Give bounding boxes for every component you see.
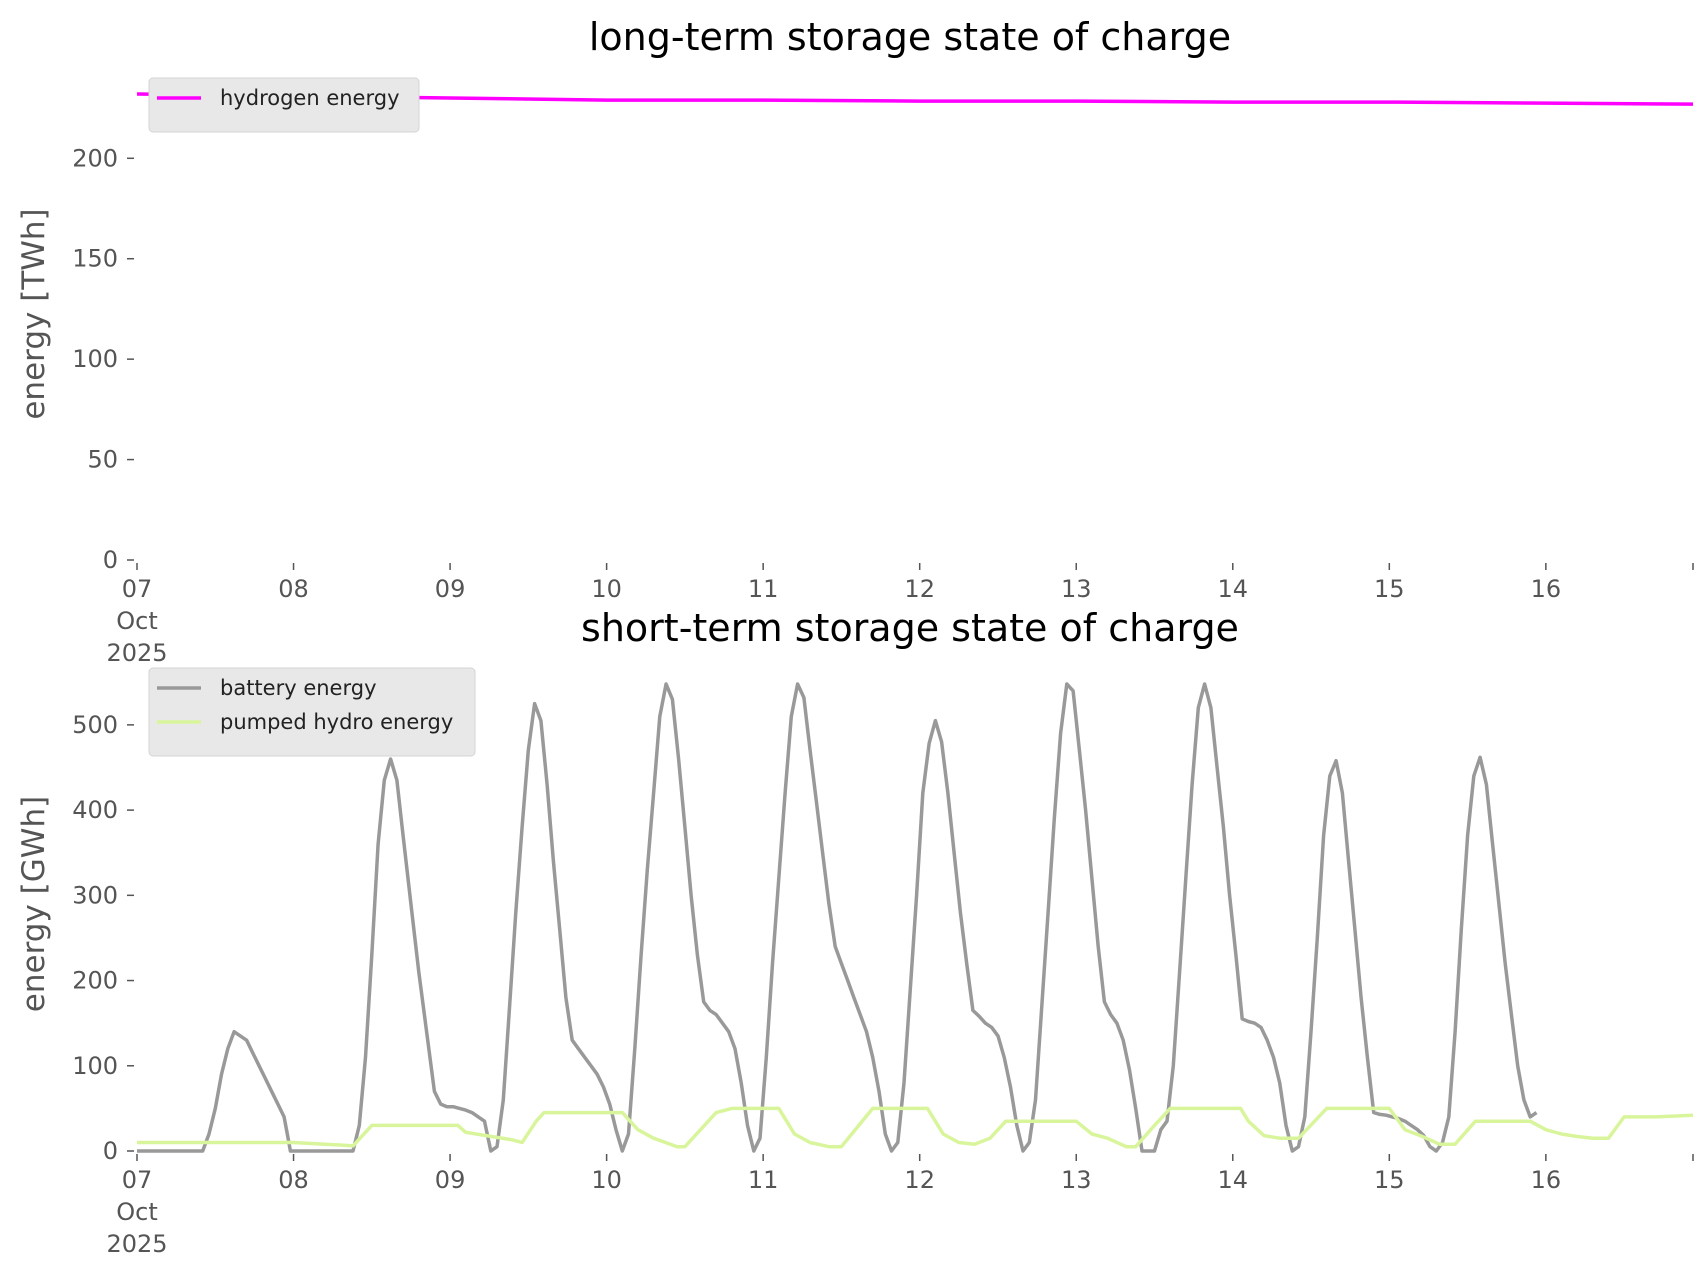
x-tick-label: 11 [748,1166,779,1194]
x-tick-label: 07 Oct 2025 [106,1166,167,1258]
legend: battery energy pumped hydro energy [148,667,476,757]
y-tick-label: 100 [72,345,118,373]
x-tick-label: 10 [591,575,622,603]
x-tick-label: 08 [278,1166,309,1194]
chart-title: long-term storage state of charge [589,15,1231,59]
x-tick-label: 12 [904,575,935,603]
x-tick-label: 12 [904,1166,935,1194]
legend-label: hydrogen energy [220,86,400,110]
x-tick-label: 10 [591,1166,622,1194]
legend-label: pumped hydro energy [220,710,453,734]
y-ticks: 0 100 200 300 400 500 [72,711,134,1165]
y-tick-label: 0 [103,1137,118,1165]
legend-box [148,667,476,757]
y-axis-label: energy [TWh] [16,208,52,419]
x-tick-label: 15 [1374,575,1405,603]
x-tick-label: 09 [435,1166,466,1194]
y-tick-label: 200 [72,967,118,995]
y-ticks: 0 50 100 150 200 [72,144,134,574]
y-tick-label: 50 [87,446,118,474]
x-tick-label: 14 [1218,1166,1249,1194]
short-term-storage-panel: short-term storage state of charge energ… [16,606,1694,1258]
x-ticks: 07 Oct 2025 08 09 10 11 12 13 14 15 16 [106,563,1694,667]
x-tick-label: 16 [1531,1166,1562,1194]
long-term-storage-panel: long-term storage state of charge energy… [16,15,1694,667]
y-tick-label: 400 [72,796,118,824]
y-tick-label: 200 [72,144,118,172]
y-tick-label: 300 [72,881,118,909]
x-tick-label: 14 [1218,575,1249,603]
y-tick-label: 500 [72,711,118,739]
x-tick-label: 11 [748,575,779,603]
legend-box [148,77,420,133]
chart-title: short-term storage state of charge [581,606,1239,650]
series-lines [137,682,1694,1153]
x-tick-label: 08 [278,575,309,603]
x-tick-label: 13 [1061,575,1092,603]
series-line [137,1106,1694,1149]
x-tick-label: 15 [1374,1166,1405,1194]
y-tick-label: 100 [72,1052,118,1080]
y-axis-label: energy [GWh] [16,796,52,1012]
x-tick-label: 07 Oct 2025 [106,575,167,667]
y-tick-label: 150 [72,245,118,273]
x-ticks: 07 Oct 2025 08 09 10 11 12 13 14 15 16 [106,1154,1694,1258]
y-tick-label: 0 [103,546,118,574]
legend-label: battery energy [220,676,377,700]
x-tick-label: 13 [1061,1166,1092,1194]
legend: hydrogen energy [148,77,420,133]
series-line [137,682,1538,1153]
x-tick-label: 09 [435,575,466,603]
x-tick-label: 16 [1531,575,1562,603]
